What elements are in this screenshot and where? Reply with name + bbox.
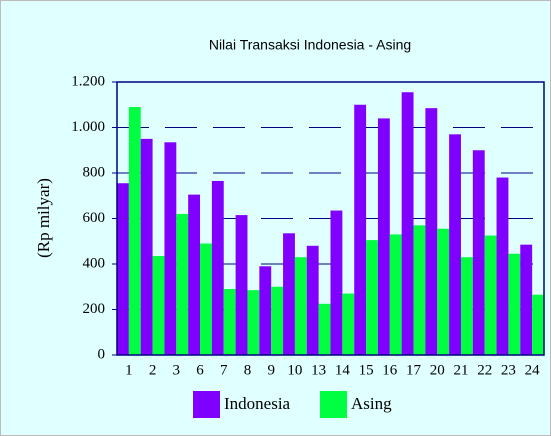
bar bbox=[235, 215, 248, 355]
x-tick-label: 24 bbox=[525, 362, 541, 378]
bar bbox=[164, 142, 177, 355]
bar bbox=[496, 177, 509, 355]
bar bbox=[472, 150, 485, 355]
bar bbox=[259, 266, 272, 355]
bar bbox=[283, 233, 295, 355]
legend-swatch bbox=[320, 391, 347, 418]
bar bbox=[223, 289, 236, 355]
bar bbox=[413, 225, 426, 355]
bar bbox=[449, 134, 461, 355]
plot-frame bbox=[116, 81, 545, 356]
x-tick-label: 20 bbox=[430, 362, 445, 378]
bar bbox=[508, 253, 521, 355]
x-tick-label: 23 bbox=[501, 362, 516, 378]
bar bbox=[188, 194, 201, 355]
bar bbox=[152, 256, 165, 355]
bar bbox=[247, 290, 260, 355]
x-tick-label: 3 bbox=[173, 362, 181, 378]
x-tick-label: 6 bbox=[196, 362, 204, 378]
bar bbox=[211, 180, 224, 355]
legend-swatch bbox=[193, 391, 220, 418]
y-axis-label: (Rp milyar) bbox=[34, 178, 53, 258]
bar bbox=[294, 257, 307, 355]
x-tick-label: 10 bbox=[287, 362, 302, 378]
bar bbox=[342, 293, 355, 355]
y-tick-label: 600 bbox=[83, 210, 106, 226]
bar bbox=[330, 210, 343, 355]
x-tick-label: 2 bbox=[149, 362, 157, 378]
bar bbox=[200, 243, 212, 355]
bar bbox=[117, 183, 129, 355]
x-tick-label: 7 bbox=[220, 362, 228, 378]
chart-title: Nilai Transaksi Indonesia - Asing bbox=[209, 37, 411, 53]
x-tick-label: 21 bbox=[453, 362, 468, 378]
x-tick-label: 14 bbox=[335, 362, 351, 378]
bar bbox=[176, 213, 189, 355]
bar bbox=[377, 118, 390, 356]
bar bbox=[460, 257, 473, 355]
bar bbox=[520, 244, 533, 355]
bar bbox=[140, 138, 153, 355]
y-tick-label: 1.000 bbox=[71, 119, 105, 135]
bar bbox=[484, 235, 497, 355]
x-tick-label: 13 bbox=[311, 362, 326, 378]
bar bbox=[389, 234, 402, 355]
bar bbox=[318, 303, 331, 355]
y-tick-label: 0 bbox=[98, 346, 106, 362]
bar bbox=[532, 294, 544, 355]
y-tick-label: 400 bbox=[83, 255, 106, 271]
x-tick-label: 1 bbox=[125, 362, 133, 378]
x-tick-label: 22 bbox=[477, 362, 492, 378]
x-tick-label: 9 bbox=[267, 362, 275, 378]
x-tick-label: 15 bbox=[359, 362, 374, 378]
y-tick-label: 800 bbox=[83, 164, 106, 180]
x-tick-label: 16 bbox=[382, 362, 398, 378]
bar bbox=[354, 104, 367, 355]
legend-label: Asing bbox=[351, 394, 392, 413]
x-tick-label: 17 bbox=[406, 362, 422, 378]
legend-label: Indonesia bbox=[224, 394, 291, 413]
bar bbox=[401, 92, 414, 356]
y-tick-label: 200 bbox=[83, 301, 106, 317]
bar bbox=[437, 228, 450, 355]
y-tick-label: 1.200 bbox=[71, 73, 105, 89]
bar bbox=[128, 107, 141, 356]
bar bbox=[366, 240, 378, 355]
bar bbox=[425, 108, 438, 355]
bar bbox=[306, 245, 319, 355]
bar bbox=[271, 286, 284, 355]
x-tick-label: 8 bbox=[244, 362, 252, 378]
